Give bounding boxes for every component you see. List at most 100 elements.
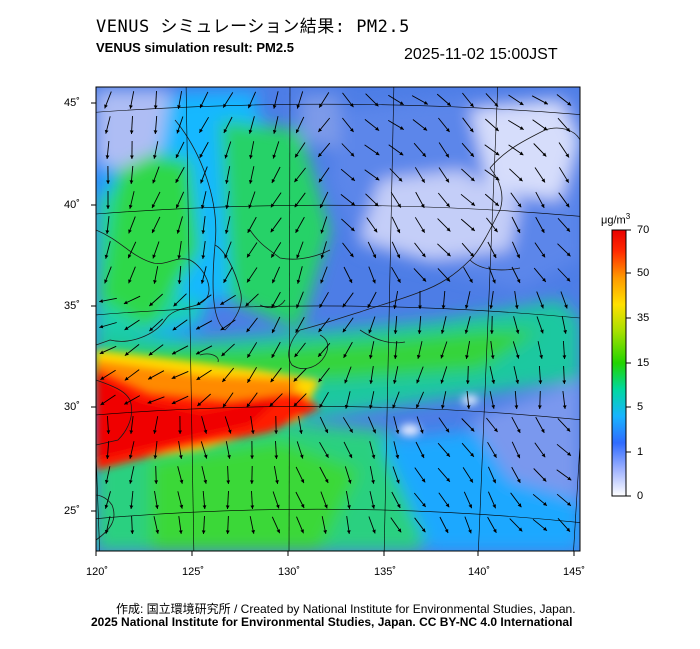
wind-arrow-head	[320, 254, 325, 259]
wind-arrow-head	[225, 505, 230, 509]
wind-arrow-head	[294, 353, 299, 358]
wind-arrow-head	[106, 205, 110, 209]
wind-arrow-head	[542, 477, 547, 482]
wind-arrow-head	[152, 179, 156, 184]
wind-arrow-head	[395, 429, 400, 434]
wind-arrow-head	[272, 154, 277, 159]
wind-arrow-head	[130, 530, 135, 534]
wind-arrow-head	[104, 504, 109, 509]
wind-arrow-head	[324, 479, 329, 483]
wind-arrow-head	[179, 504, 184, 509]
wind-arrow-head	[371, 504, 376, 509]
wind-arrow-head	[199, 153, 203, 158]
wind-arrow-head	[274, 430, 278, 434]
concentration-field	[96, 87, 580, 551]
wind-arrow-head	[396, 479, 400, 484]
wind-arrow-head	[271, 353, 275, 358]
wind-arrow-head	[222, 403, 227, 408]
wind-arrow-head	[349, 128, 354, 132]
wind-arrow-head	[124, 326, 129, 330]
wind-arrow-head	[203, 454, 208, 459]
wind-arrow-head	[203, 429, 208, 434]
wind-arrow-head	[464, 329, 469, 334]
wind-arrow-head	[179, 455, 183, 459]
wind-vectors	[99, 90, 572, 535]
wind-arrow-head	[129, 505, 134, 509]
wind-arrow-head	[153, 130, 158, 134]
wind-arrow-head	[469, 128, 474, 133]
wind-arrow-head	[421, 178, 425, 183]
wind-arrow-head	[517, 503, 522, 508]
credit-line: 作成: 国立環境研究所 / Created by National Instit…	[116, 602, 576, 616]
wind-arrow-head	[274, 455, 279, 459]
wind-arrow-head	[320, 229, 325, 234]
wind-arrow-head	[395, 454, 400, 459]
wind-arrow-head	[518, 527, 523, 532]
wind-arrow-head	[562, 405, 567, 409]
wind-arrow-head	[470, 452, 474, 457]
wind-arrow-head	[225, 530, 230, 534]
wind-arrow-head	[519, 151, 524, 156]
wind-arrow-head	[319, 204, 324, 209]
wind-arrow-head	[516, 428, 521, 433]
wind-arrow-head	[250, 455, 254, 459]
wind-arrow-head	[149, 302, 154, 306]
wind-arrow-head	[178, 530, 183, 534]
wind-arrow-head	[201, 530, 206, 534]
wind-arrow-head	[295, 129, 300, 134]
wind-arrow-head	[347, 479, 352, 484]
wind-arrow-head	[368, 329, 372, 334]
wind-arrow-head	[567, 101, 572, 106]
wind-arrow-head	[375, 126, 380, 131]
wind-arrow-head	[348, 454, 353, 459]
wind-arrow-head	[224, 254, 228, 259]
coastlines	[96, 119, 580, 541]
wind-arrow-head	[349, 428, 353, 433]
wind-arrow-head	[271, 303, 275, 308]
wind-arrow-head	[105, 230, 110, 234]
wind-arrow-head	[276, 529, 280, 534]
wind-arrow-head	[224, 229, 229, 234]
wind-arrow-head	[124, 401, 129, 405]
wind-arrow-head	[318, 378, 323, 383]
wind-arrow-head	[248, 180, 253, 184]
wind-arrow-head	[541, 228, 545, 233]
colorbar-ticks	[626, 229, 631, 497]
wind-arrow-head	[542, 278, 546, 282]
wind-arrow-head	[318, 328, 323, 333]
wind-arrow-head	[128, 279, 132, 284]
wind-arrow-head	[446, 102, 451, 106]
wind-arrow-head	[422, 152, 426, 157]
wind-arrow-head	[247, 228, 252, 233]
wind-arrow-head	[276, 504, 280, 509]
wind-arrow-head	[441, 305, 446, 309]
wind-arrow-head	[225, 205, 230, 209]
wind-arrow-head	[104, 279, 108, 284]
wind-arrow-head	[518, 177, 523, 182]
wind-arrow-head	[124, 376, 129, 381]
wind-arrow-head	[565, 153, 569, 158]
wind-arrow-head	[123, 300, 128, 305]
wind-arrow-head	[515, 379, 520, 384]
wind-arrow-head	[372, 254, 377, 259]
wind-arrow-head	[543, 100, 548, 105]
wind-arrow-head	[250, 505, 255, 509]
wind-arrow-head	[421, 478, 426, 483]
wind-arrow-head	[421, 228, 425, 233]
wind-arrow-head	[223, 278, 227, 283]
wind-arrow-head	[247, 253, 251, 258]
wind-arrow-head	[172, 326, 177, 331]
wind-arrow-head	[148, 351, 153, 356]
wind-arrow-head	[128, 454, 133, 459]
wind-arrow-head	[196, 350, 200, 355]
wind-arrow-head	[294, 178, 299, 183]
wind-arrow-head	[492, 479, 496, 484]
wind-arrow-head	[99, 350, 104, 354]
wind-arrow-head	[293, 402, 298, 407]
wind-arrow-head	[300, 479, 305, 484]
wind-arrow-head	[148, 375, 153, 380]
graticule	[96, 87, 580, 551]
wind-arrow-head	[372, 529, 376, 534]
wind-arrow-head	[250, 480, 254, 484]
wind-arrow-head	[348, 279, 353, 283]
